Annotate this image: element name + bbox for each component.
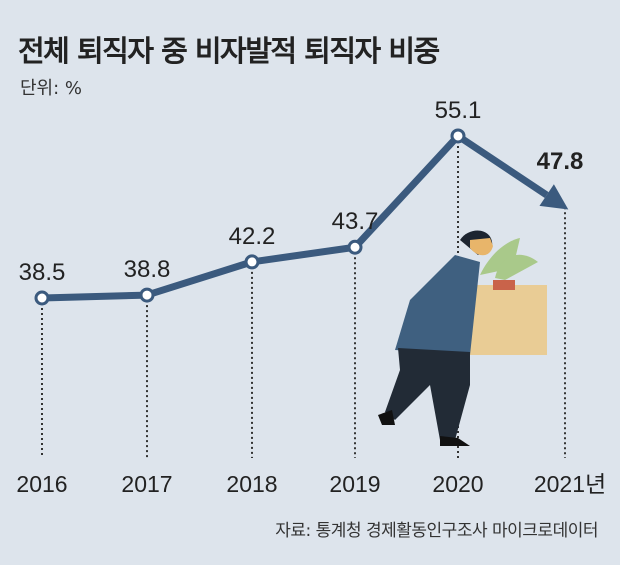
x-tick-label-1: 2017 — [121, 471, 172, 497]
data-label-2021년: 47.8 — [537, 148, 584, 175]
series-line — [41, 132, 549, 302]
data-point-2016 — [34, 290, 50, 306]
data-label-2018: 42.2 — [229, 223, 276, 250]
data-label-2016: 38.5 — [19, 259, 66, 286]
data-label-2020: 55.1 — [435, 97, 482, 124]
data-point-2017 — [139, 287, 155, 303]
x-tick-label-2: 2018 — [226, 471, 277, 497]
data-label-2019: 43.7 — [332, 208, 379, 235]
source-note: 자료: 통계청 경제활동인구조사 마이크로데이터 — [275, 521, 598, 541]
data-label-2017: 38.8 — [124, 256, 171, 283]
data-point-2019 — [347, 239, 363, 255]
x-tick-label-5: 2021년 — [534, 471, 606, 497]
x-tick-label-3: 2019 — [329, 471, 380, 497]
data-point-2018 — [244, 254, 260, 270]
unit-label: 단위: % — [20, 78, 83, 99]
arrow-head — [539, 184, 569, 210]
chart-title: 전체 퇴직자 중 비자발적 퇴직자 비중 — [18, 34, 440, 68]
x-tick-label-0: 2016 — [16, 471, 67, 497]
data-point-2020 — [450, 128, 466, 144]
x-tick-label-4: 2020 — [432, 471, 483, 497]
man-carrying-box-illustration — [378, 230, 547, 446]
